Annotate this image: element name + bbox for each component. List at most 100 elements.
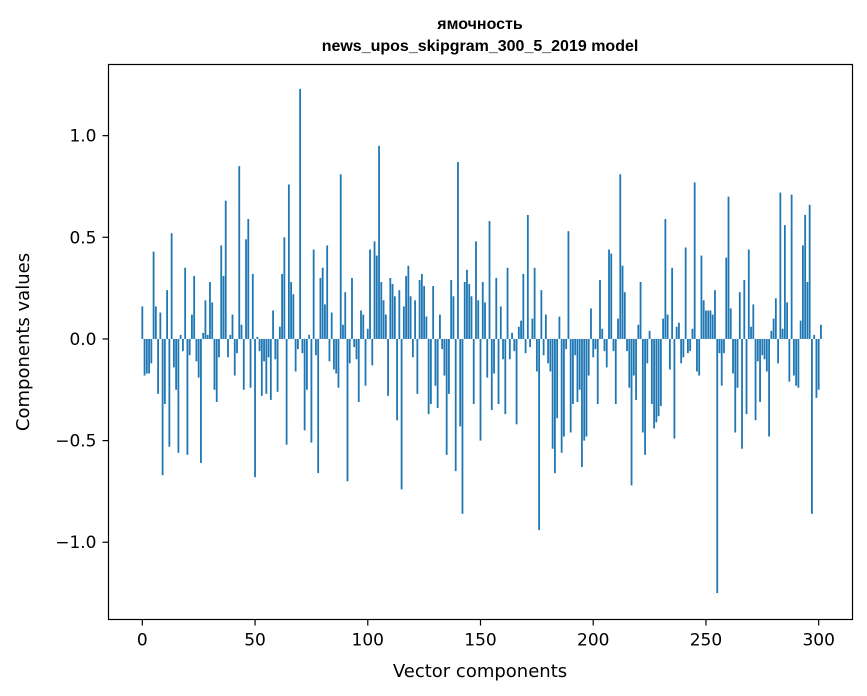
bar (779, 192, 782, 339)
y-axis-ticks: −1.0 −0.5 0.0 0.5 1.0 (55, 127, 109, 553)
bar (556, 338, 559, 419)
bar (148, 338, 150, 374)
bar (430, 338, 432, 404)
bar (522, 273, 525, 339)
bar (159, 312, 162, 339)
bar (718, 338, 721, 354)
bar (756, 338, 759, 362)
bar (443, 338, 446, 376)
bar (400, 338, 403, 490)
bar (260, 338, 263, 396)
bar (723, 338, 725, 354)
bar (639, 282, 642, 339)
bar (441, 338, 444, 350)
bar (454, 338, 457, 472)
bar (224, 200, 227, 339)
bar (278, 326, 281, 339)
bar (393, 296, 396, 339)
bar (427, 338, 430, 415)
bar (411, 338, 414, 358)
x-tick-label: 50 (244, 631, 266, 651)
bar (161, 338, 164, 476)
bar (689, 338, 692, 352)
bar (227, 338, 229, 358)
bar (420, 273, 423, 339)
bar (506, 267, 509, 339)
bar (653, 338, 655, 429)
bar (632, 338, 635, 376)
bar (263, 338, 265, 362)
bar (272, 310, 274, 339)
bar (193, 275, 196, 339)
bar (202, 332, 205, 339)
bar (182, 338, 184, 352)
bar (682, 338, 685, 358)
bar (143, 338, 146, 376)
bar (504, 338, 507, 415)
bar (342, 324, 344, 339)
x-tick-label: 300 (802, 631, 834, 651)
bar (644, 338, 646, 455)
bar (770, 330, 773, 339)
bar (448, 338, 450, 394)
chart-title-line1: ямочность (436, 16, 523, 33)
bar (635, 338, 637, 400)
bar (734, 338, 737, 433)
bar (581, 338, 583, 468)
bar (736, 338, 739, 388)
bar (391, 284, 394, 339)
bar (684, 247, 687, 339)
bar (362, 314, 365, 339)
y-tick-label: −1.0 (55, 533, 96, 553)
bar (508, 338, 511, 360)
bar (213, 338, 216, 390)
bar (452, 296, 455, 339)
bar (389, 277, 392, 339)
bar (353, 338, 356, 348)
bar (371, 338, 374, 366)
bar (657, 338, 660, 417)
bar (166, 290, 169, 339)
bar (301, 338, 304, 354)
bar (315, 338, 317, 356)
bar (547, 338, 550, 364)
bar (560, 338, 563, 453)
bar (750, 326, 752, 339)
bar (596, 338, 599, 404)
bar (572, 338, 574, 404)
bar (617, 318, 619, 339)
bar (502, 338, 504, 360)
y-tick-label: 1.0 (69, 127, 96, 147)
bar (705, 310, 707, 339)
bar (233, 338, 236, 376)
bar (732, 338, 734, 374)
bar (249, 338, 252, 388)
bar (709, 310, 712, 339)
bar (466, 269, 468, 339)
bar (405, 275, 407, 339)
plot-frame (107, 63, 854, 621)
bar (792, 338, 795, 376)
bar (238, 166, 241, 339)
bar (247, 219, 250, 339)
bar (675, 326, 678, 339)
bar (499, 306, 502, 339)
bar (563, 338, 565, 437)
bar (186, 338, 189, 455)
bar (276, 338, 279, 392)
bar (493, 338, 495, 374)
bar (720, 338, 723, 386)
bar (585, 338, 588, 437)
bar (265, 338, 268, 394)
bar (549, 338, 552, 372)
bar (673, 338, 676, 439)
bar (797, 338, 800, 388)
bar (432, 286, 435, 339)
bar (396, 338, 398, 421)
bar (254, 338, 256, 478)
bar (590, 308, 592, 339)
bar (357, 338, 360, 402)
bar (747, 249, 750, 339)
bar (752, 304, 755, 339)
